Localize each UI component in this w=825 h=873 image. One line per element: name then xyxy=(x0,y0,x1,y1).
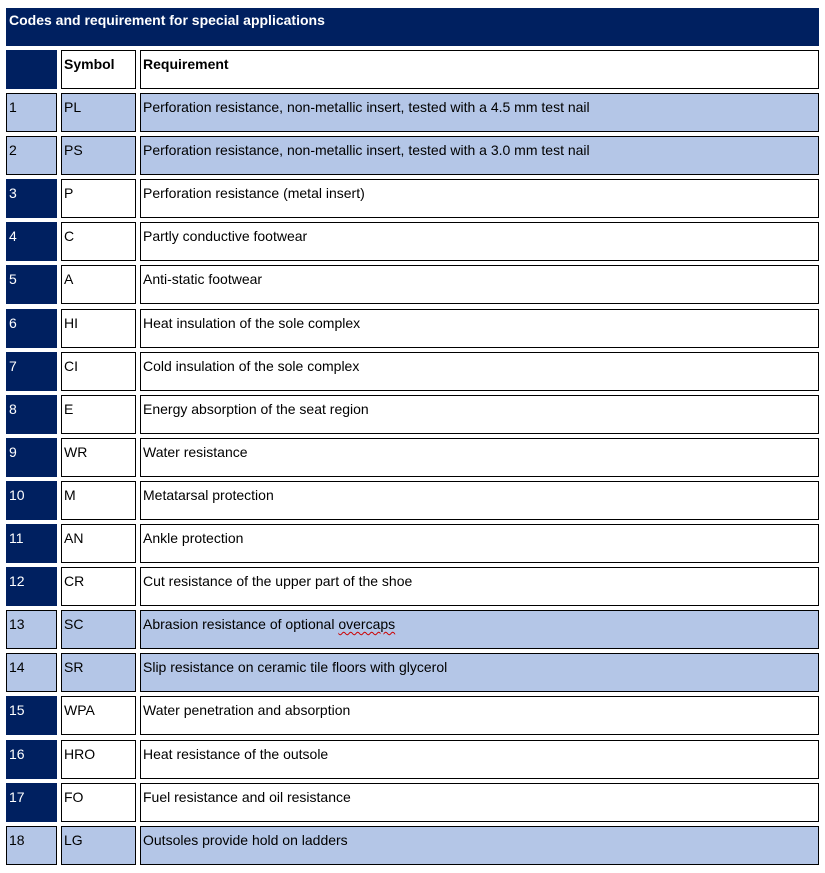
row-requirement: Partly conductive footwear xyxy=(140,222,819,262)
row-number: 6 xyxy=(6,308,57,348)
row-requirement: Perforation resistance, non-metallic ins… xyxy=(140,136,819,176)
row-symbol: C xyxy=(61,222,136,262)
row-symbol: HI xyxy=(61,308,136,348)
row-requirement: Cold insulation of the sole complex xyxy=(140,351,819,391)
row-requirement: Outsoles provide hold on ladders xyxy=(140,825,819,865)
misspelled-word: overcaps xyxy=(338,616,396,633)
row-number: 15 xyxy=(6,696,57,736)
row-requirement: Perforation resistance (metal insert) xyxy=(140,179,819,219)
row-number: 17 xyxy=(6,782,57,822)
row-number: 11 xyxy=(6,524,57,564)
row-number: 2 xyxy=(6,136,57,176)
row-requirement: Ankle protection xyxy=(140,524,819,564)
row-symbol: WPA xyxy=(61,696,136,736)
row-requirement: Water resistance xyxy=(140,437,819,477)
row-symbol: WR xyxy=(61,437,136,477)
row-requirement: Anti-static footwear xyxy=(140,265,819,305)
row-symbol: E xyxy=(61,394,136,434)
row-number: 13 xyxy=(6,610,57,650)
row-requirement: Slip resistance on ceramic tile floors w… xyxy=(140,653,819,693)
row-number: 1 xyxy=(6,93,57,133)
row-symbol: SC xyxy=(61,610,136,650)
row-number: 10 xyxy=(6,480,57,520)
row-requirement: Cut resistance of the upper part of the … xyxy=(140,567,819,607)
row-requirement: Perforation resistance, non-metallic ins… xyxy=(140,93,819,133)
row-requirement: Abrasion resistance of optional overcaps xyxy=(140,610,819,650)
row-symbol: A xyxy=(61,265,136,305)
row-number: 7 xyxy=(6,351,57,391)
row-symbol: PL xyxy=(61,93,136,133)
row-number: 12 xyxy=(6,567,57,607)
row-number: 14 xyxy=(6,653,57,693)
row-symbol: PS xyxy=(61,136,136,176)
row-number: 3 xyxy=(6,179,57,219)
row-symbol: M xyxy=(61,480,136,520)
row-symbol: LG xyxy=(61,825,136,865)
row-symbol: HRO xyxy=(61,739,136,779)
row-number: 18 xyxy=(6,825,57,865)
header-requirement: Requirement xyxy=(140,50,819,89)
header-symbol: Symbol xyxy=(61,50,136,89)
requirements-table: Symbol Requirement 1 PL Perforation resist… xyxy=(6,50,819,865)
row-symbol: AN xyxy=(61,524,136,564)
row-requirement: Energy absorption of the seat region xyxy=(140,394,819,434)
row-requirement: Heat resistance of the outsole xyxy=(140,739,819,779)
row-symbol: P xyxy=(61,179,136,219)
row-number: 9 xyxy=(6,437,57,477)
row-number: 4 xyxy=(6,222,57,262)
header-number-cell xyxy=(6,50,57,89)
table-title: Codes and requirement for special applic… xyxy=(6,8,819,46)
row-symbol: SR xyxy=(61,653,136,693)
row-symbol: CI xyxy=(61,351,136,391)
row-requirement: Metatarsal protection xyxy=(140,480,819,520)
row-symbol: FO xyxy=(61,782,136,822)
row-requirement: Water penetration and absorption xyxy=(140,696,819,736)
row-symbol: CR xyxy=(61,567,136,607)
row-number: 5 xyxy=(6,265,57,305)
requirement-text: Abrasion resistance of optional xyxy=(143,616,339,633)
row-number: 16 xyxy=(6,739,57,779)
row-number: 8 xyxy=(6,394,57,434)
row-requirement: Heat insulation of the sole complex xyxy=(140,308,819,348)
row-requirement: Fuel resistance and oil resistance xyxy=(140,782,819,822)
